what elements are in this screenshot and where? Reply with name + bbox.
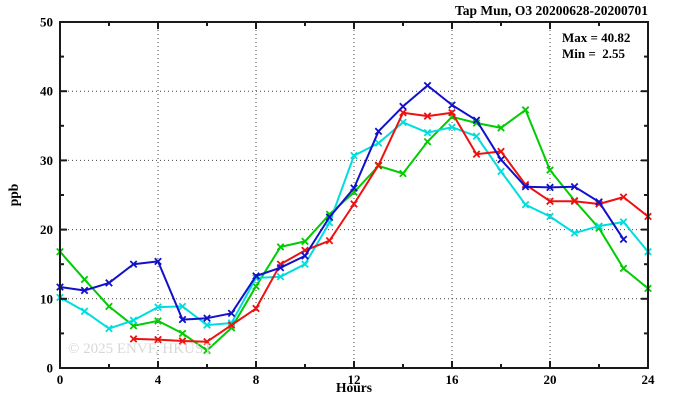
y-tick-label: 0 [47,361,54,376]
y-axis-label: ppb [6,184,21,207]
y-tick-label: 50 [40,15,53,30]
y-tick-label: 10 [40,291,53,306]
x-tick-label: 20 [544,372,557,387]
watermark: © 2025 ENVF, HKUST [68,341,212,357]
y-tick-label: 40 [40,84,53,99]
series-layer [56,81,652,355]
x-tick-label: 12 [348,372,361,387]
series-day-cyan-line [59,121,649,330]
series-day-red-markers [129,108,652,346]
x-axis-label: Hours [336,380,372,395]
x-tick-label: 16 [446,372,460,387]
series-day-blue-line [59,84,625,321]
tick-layer: 0 4 8 12 16 20 24 0 10 20 30 40 50 [40,15,655,388]
legend-max-value: Max = 40.82 [562,30,630,45]
grid-layer [60,22,648,368]
y-tick-label: 30 [40,153,53,168]
y-tick-label: 20 [40,222,53,237]
series-day-red-line [133,111,649,343]
plot-frame [59,21,649,369]
x-tick-label: 4 [155,372,162,387]
x-tick-label: 8 [253,372,260,387]
x-tick-label: 0 [57,372,64,387]
x-tick-label: 24 [642,372,656,387]
legend-min-value: Min = 2.55 [562,46,626,61]
chart-title: Tap Mun, O3 20200628-20200701 [455,3,648,18]
